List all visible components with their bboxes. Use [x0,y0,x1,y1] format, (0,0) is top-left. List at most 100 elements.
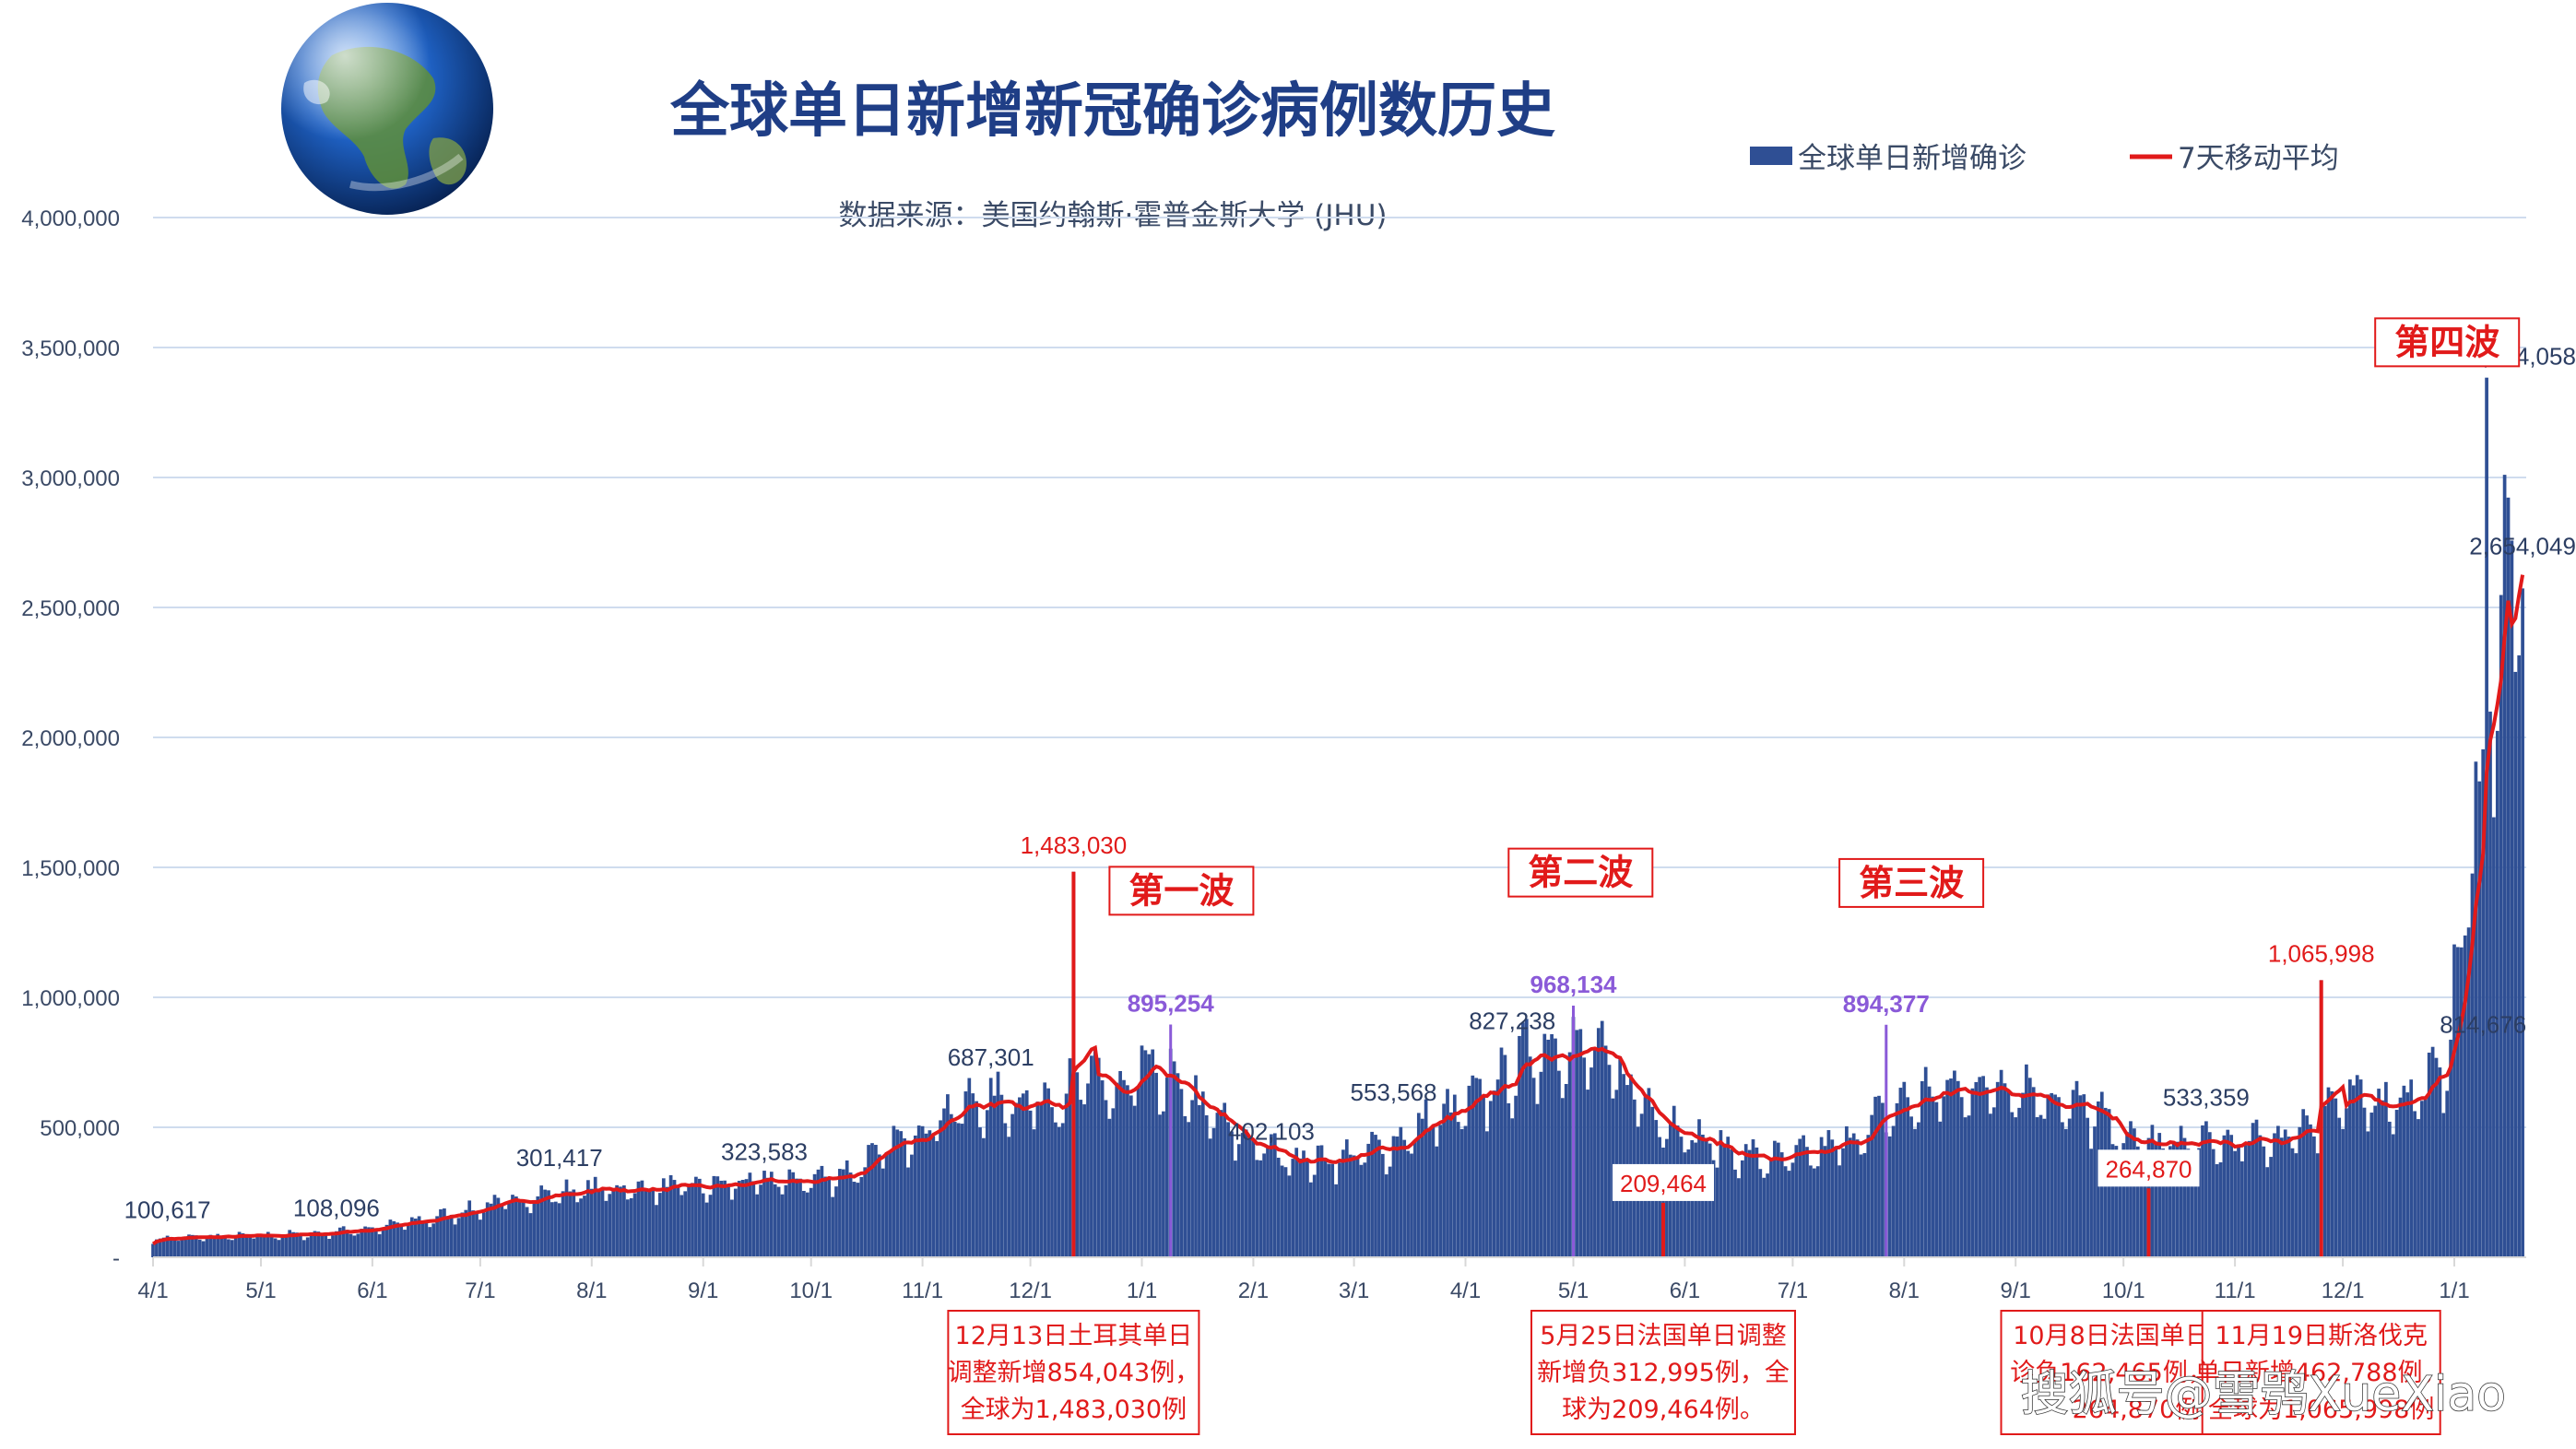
daily-bar [2222,1135,2227,1257]
daily-bar [1240,1133,1245,1257]
daily-bar [2211,1149,2216,1257]
daily-bar [963,1091,968,1257]
daily-bar [992,1095,997,1257]
daily-bar [2139,1163,2144,1257]
daily-bar [2089,1149,2093,1257]
daily-bar [859,1176,864,1257]
daily-bar [280,1237,285,1257]
daily-bar [1395,1136,1400,1257]
adjust-label: 209,464 [1620,1170,1707,1197]
daily-bar [1164,1078,1169,1257]
daily-bar [1302,1150,1306,1257]
daily-bar [2129,1121,2133,1257]
daily-bar [547,1190,550,1257]
daily-bar [2405,1092,2410,1257]
daily-bar [2276,1125,2280,1257]
daily-bar [672,1180,677,1257]
daily-bar [1234,1160,1237,1257]
daily-bar [1111,1108,1116,1257]
daily-bar [740,1180,745,1257]
daily-bar [2118,1159,2122,1257]
daily-bar [1459,1128,1464,1257]
daily-bar [856,1183,860,1257]
daily-bar [1319,1145,1324,1257]
daily-bar [367,1227,371,1257]
daily-bar [1391,1136,1396,1257]
daily-bar [2143,1160,2147,1257]
daily-bar [2031,1087,2036,1257]
daily-bar [2330,1090,2334,1257]
daily-bar [337,1227,342,1257]
daily-bar [597,1191,601,1257]
daily-bar [1291,1159,1295,1257]
daily-bar [1438,1125,1443,1257]
daily-bar [1510,1118,1515,1257]
daily-bar [1991,1107,1996,1257]
daily-bar [2305,1115,2309,1257]
daily-bar [1028,1110,1033,1257]
note-line: 单日新增462,788例， [2195,1359,2448,1387]
daily-bar [996,1071,1000,1257]
daily-bar [1435,1146,1439,1257]
daily-bar [352,1235,357,1257]
daily-bar [644,1188,648,1257]
daily-bar [1985,1087,1989,1257]
daily-bar [277,1240,281,1257]
daily-bar [2362,1107,2367,1257]
daily-bar [1341,1149,1345,1257]
daily-bar [2179,1125,2183,1257]
daily-bar [514,1196,518,1257]
daily-bar [2133,1128,2136,1257]
wave-label-box [2374,317,2521,368]
daily-bar [1550,1034,1554,1257]
daily-bar [1086,1083,1090,1257]
daily-bar [2341,1128,2345,1257]
daily-bar [691,1183,694,1257]
daily-bar [223,1236,227,1257]
daily-bar [2042,1118,2047,1257]
daily-bar [1172,1061,1176,1257]
daily-bar [1787,1171,1791,1257]
daily-bar [194,1235,198,1257]
daily-bar [1758,1169,1763,1257]
legend-bars-swatch [1750,147,1792,165]
daily-bar [2061,1122,2064,1257]
daily-bar [1542,1033,1547,1257]
daily-bar [1018,1097,1022,1257]
daily-bar [324,1232,328,1257]
daily-bar [1812,1168,1816,1257]
daily-bar [975,1101,978,1257]
daily-bar [553,1201,558,1257]
daily-bar [568,1191,573,1257]
daily-bar [1521,1022,1525,1257]
daily-bar [694,1176,698,1257]
wave-labels: 第一波 第二波 第三波 第四波 [1108,317,2521,916]
daily-bar [1920,1080,1924,1257]
daily-bar [2233,1150,2237,1257]
adjust-label: 264,870 [2106,1155,2192,1183]
daily-bar [1183,1115,1188,1257]
daily-bar [1866,1135,1871,1257]
daily-bar [1024,1090,1029,1257]
x-tick-label: 8/1 [576,1278,607,1303]
daily-bar [1140,1045,1144,1257]
x-axis: 4/1 5/1 6/1 7/1 8/1 9/1 10/1 11/1 12/1 1/1 2/1 3/1 4… [137,1256,2526,1303]
daily-bar [1219,1110,1223,1257]
daily-bar [899,1131,904,1257]
daily-bar [1503,1054,1507,1257]
watermark: 搜狐号@雪鸮XueXiao [2021,1367,2506,1422]
daily-bar [1776,1142,1780,1257]
daily-bar [1107,1118,1112,1257]
daily-bar [737,1181,741,1257]
daily-bar [593,1176,597,1257]
daily-bar [2165,1162,2168,1257]
daily-bar [1082,1104,1086,1257]
daily-bar [723,1180,727,1257]
daily-bar [1834,1147,1838,1257]
daily-bar [244,1234,249,1257]
daily-bar [1032,1129,1036,1257]
daily-bar [2027,1078,2032,1257]
daily-bar [2082,1094,2086,1257]
daily-bar [2402,1085,2406,1257]
daily-bar [1762,1177,1767,1257]
